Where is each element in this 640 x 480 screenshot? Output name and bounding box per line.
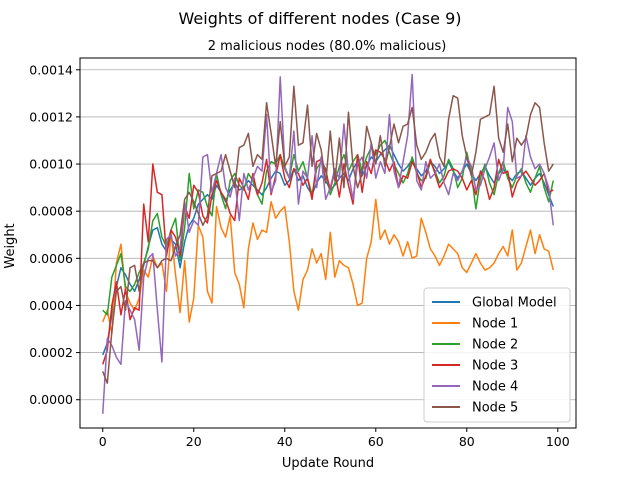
x-tick-label: 80 [459,434,475,449]
legend-label: Node 1 [472,317,518,332]
y-axis-label: Weight [3,223,18,268]
y-tick-label: 0.0000 [29,392,73,407]
legend-label: Node 4 [472,380,518,395]
chart-subtitle: 2 malicious nodes (80.0% malicious) [208,39,447,54]
y-tick-label: 0.0014 [29,62,73,77]
x-tick-label: 0 [99,434,107,449]
series-line-3 [102,149,554,365]
series-line-1 [102,198,554,335]
legend-box [423,287,571,423]
series-line-4 [102,73,554,414]
x-axis-label: Update Round [282,456,374,471]
chart-title: Weights of different nodes (Case 9) [179,9,462,28]
legend-label: Global Model [472,296,557,311]
x-tick-label: 40 [277,434,293,449]
y-tick-label: 0.0006 [29,251,73,266]
legend-label: Node 3 [472,359,518,374]
legend-label: Node 5 [472,401,518,416]
y-tick-label: 0.0008 [29,204,73,219]
x-tick-label: 20 [186,434,202,449]
axis-ticks: 0.0000 0.0002 0.0004 0.0006 0.0008 0.0010 0.00… [29,62,570,449]
y-tick-label: 0.0002 [29,345,73,360]
x-tick-label: 100 [546,434,570,449]
legend: Global Model Node 1 Node 2 Node 3 Node 4 Node… [423,287,571,423]
legend-label: Node 2 [472,338,518,353]
y-tick-label: 0.0012 [29,109,73,124]
series-line-5 [102,85,554,384]
y-tick-label: 0.0004 [29,298,73,313]
plot-lines [102,73,554,414]
y-tick-label: 0.0010 [29,157,73,172]
plot-frame [79,57,577,429]
x-tick-label: 60 [368,434,384,449]
